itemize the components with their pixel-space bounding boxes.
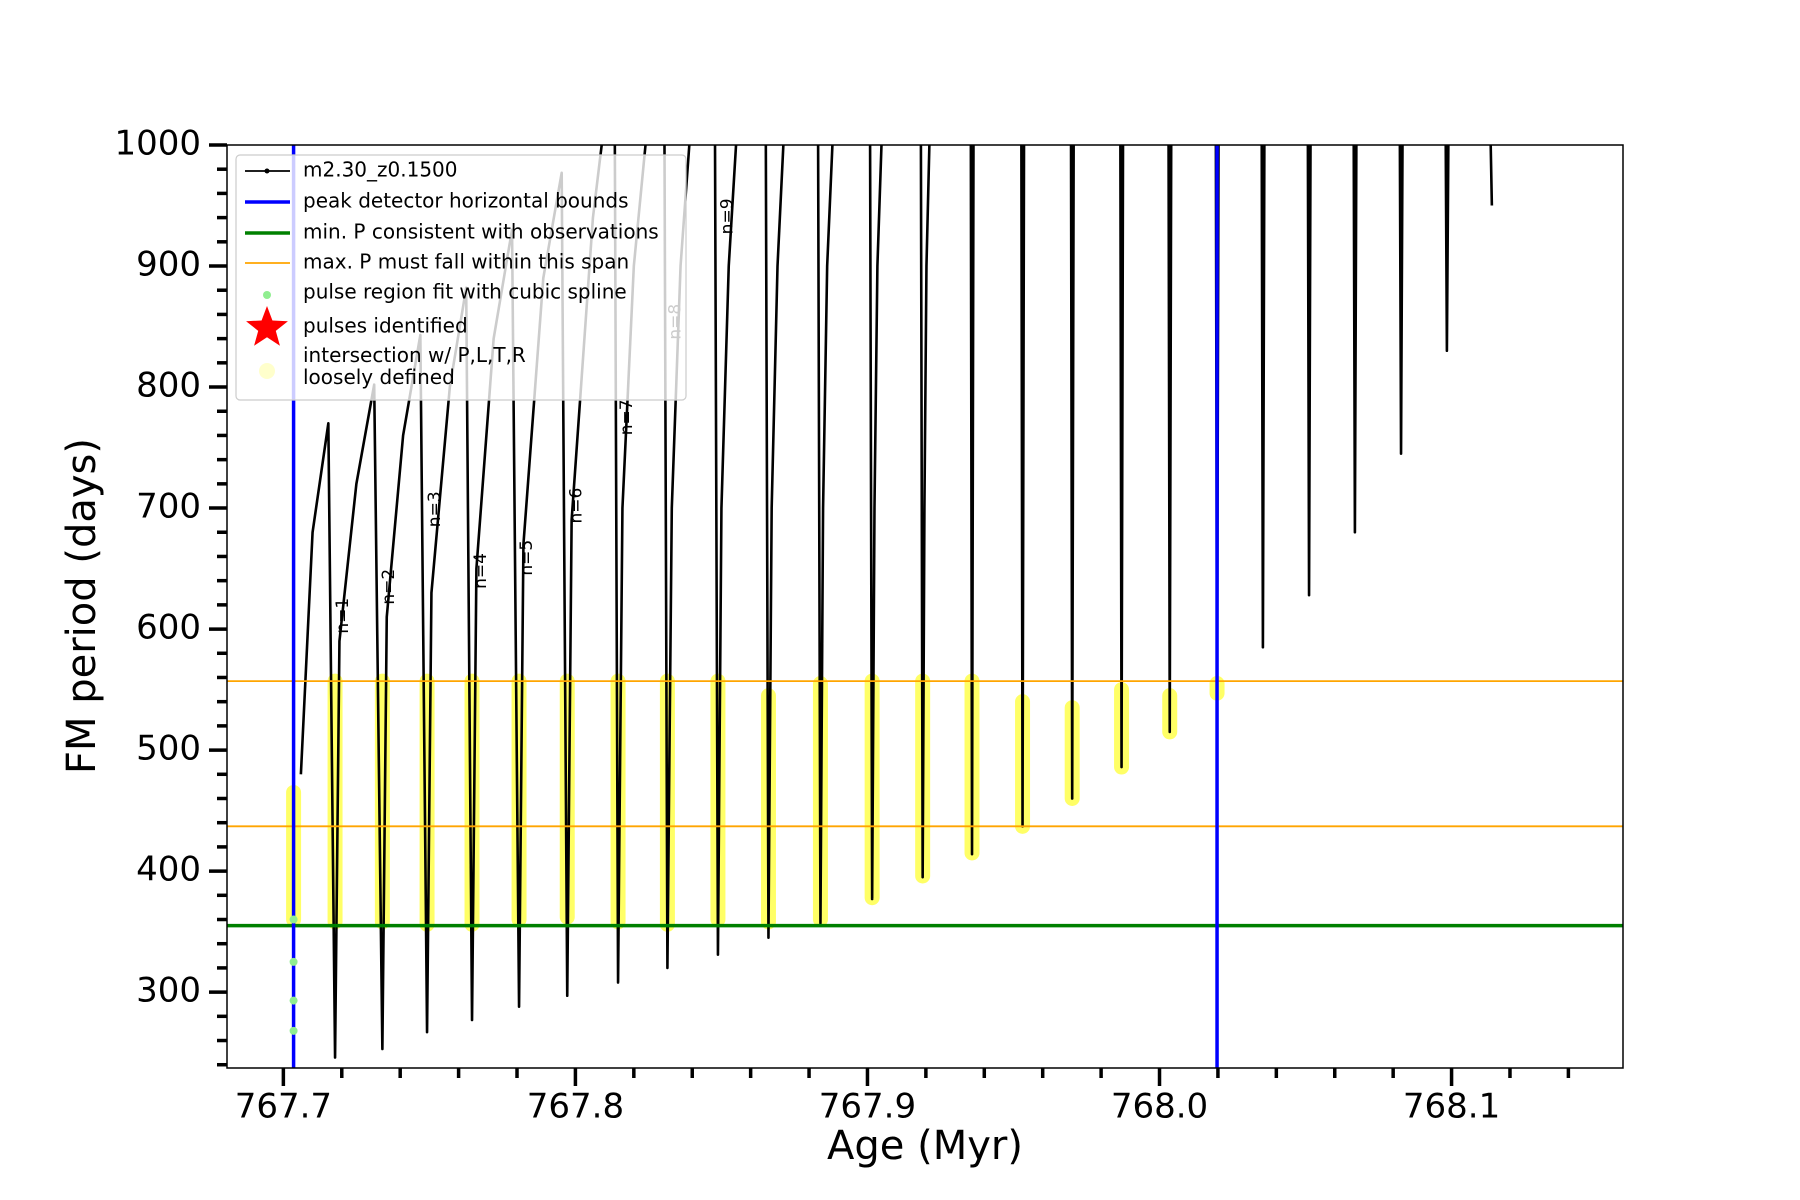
legend-label: m2.30_z0.1500 xyxy=(303,158,458,182)
legend-label: max. P must fall within this span xyxy=(303,250,629,274)
spline-point xyxy=(289,957,298,966)
pulse-annotation: n=3 xyxy=(425,491,445,527)
y-tick-label: 300 xyxy=(136,971,201,1011)
y-tick-label: 900 xyxy=(136,245,201,285)
legend-label: intersection w/ P,L,T,R loosely defined xyxy=(303,343,526,389)
pulse-annotation: n=5 xyxy=(517,540,537,576)
legend-handle xyxy=(246,306,288,346)
y-tick-label: 700 xyxy=(136,487,201,527)
spline-point xyxy=(289,915,298,924)
pulse-annotation: n=6 xyxy=(567,488,587,524)
legend-label: min. P consistent with observations xyxy=(303,220,659,244)
pulse-annotation: n=7 xyxy=(617,399,637,435)
legend-label: peak detector horizontal bounds xyxy=(303,189,629,213)
plot-area xyxy=(227,145,1623,1068)
legend-handle xyxy=(259,363,275,379)
x-tick-label: 767.7 xyxy=(235,1087,332,1127)
pulse-annotation: n=2 xyxy=(379,569,399,605)
y-tick-label: 500 xyxy=(136,729,201,769)
y-tick-label: 400 xyxy=(136,850,201,890)
legend-label: pulses identified xyxy=(303,314,468,338)
legend-handle xyxy=(263,291,271,299)
pulse-annotation: n=1 xyxy=(333,598,353,634)
y-tick-label: 800 xyxy=(136,366,201,406)
y-tick-label: 1000 xyxy=(114,124,201,164)
legend-box xyxy=(235,154,687,401)
x-axis-label: Age (Myr) xyxy=(827,1123,1023,1169)
pulse-annotation: n=9 xyxy=(717,198,737,234)
y-tick-label: 600 xyxy=(136,608,201,648)
x-tick-label: 767.8 xyxy=(527,1087,624,1127)
y-axis-label: FM period (days) xyxy=(59,438,105,774)
legend-handle xyxy=(264,168,270,174)
x-tick-label: 768.0 xyxy=(1111,1087,1208,1127)
spline-point xyxy=(289,996,298,1005)
x-tick-label: 768.1 xyxy=(1403,1087,1500,1127)
spline-point xyxy=(289,1026,298,1035)
x-tick-label: 767.9 xyxy=(819,1087,916,1127)
pulse-annotation: n=4 xyxy=(471,553,491,589)
legend-label: pulse region fit with cubic spline xyxy=(303,280,627,304)
